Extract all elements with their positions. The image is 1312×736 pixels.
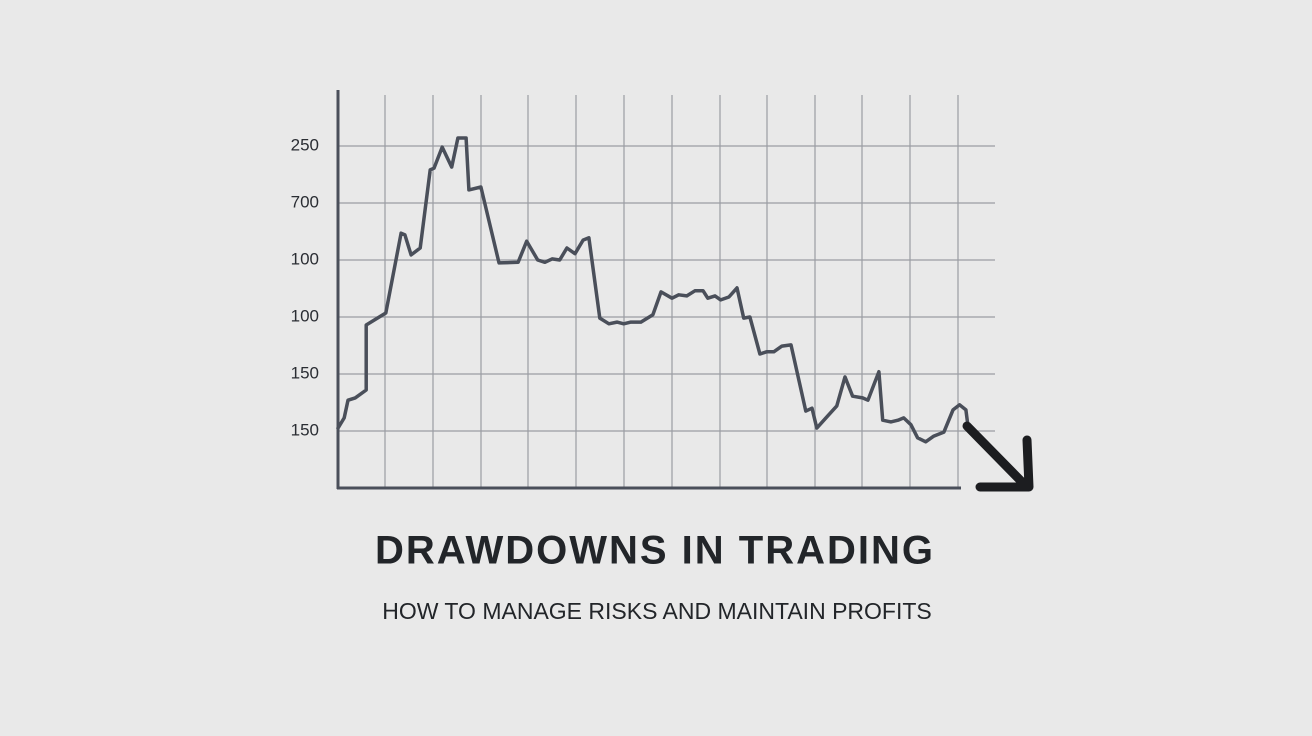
y-tick-label: 700 — [291, 192, 319, 211]
plot-area — [336, 136, 995, 444]
chart-title: DRAWDOWNS IN TRADING — [375, 529, 935, 573]
y-tick-label: 100 — [291, 249, 319, 268]
y-tick-label: 150 — [291, 363, 319, 382]
y-tick-label: 250 — [291, 135, 319, 154]
vertical-grid — [384, 95, 959, 488]
line-series — [336, 136, 970, 444]
chart-subtitle: HOW TO MANAGE RISKS AND MAINTAIN PROFITS — [382, 598, 932, 624]
y-tick-label: 100 — [291, 306, 319, 325]
down-arrow — [962, 421, 1034, 492]
y-tick-label: 150 — [291, 420, 319, 439]
